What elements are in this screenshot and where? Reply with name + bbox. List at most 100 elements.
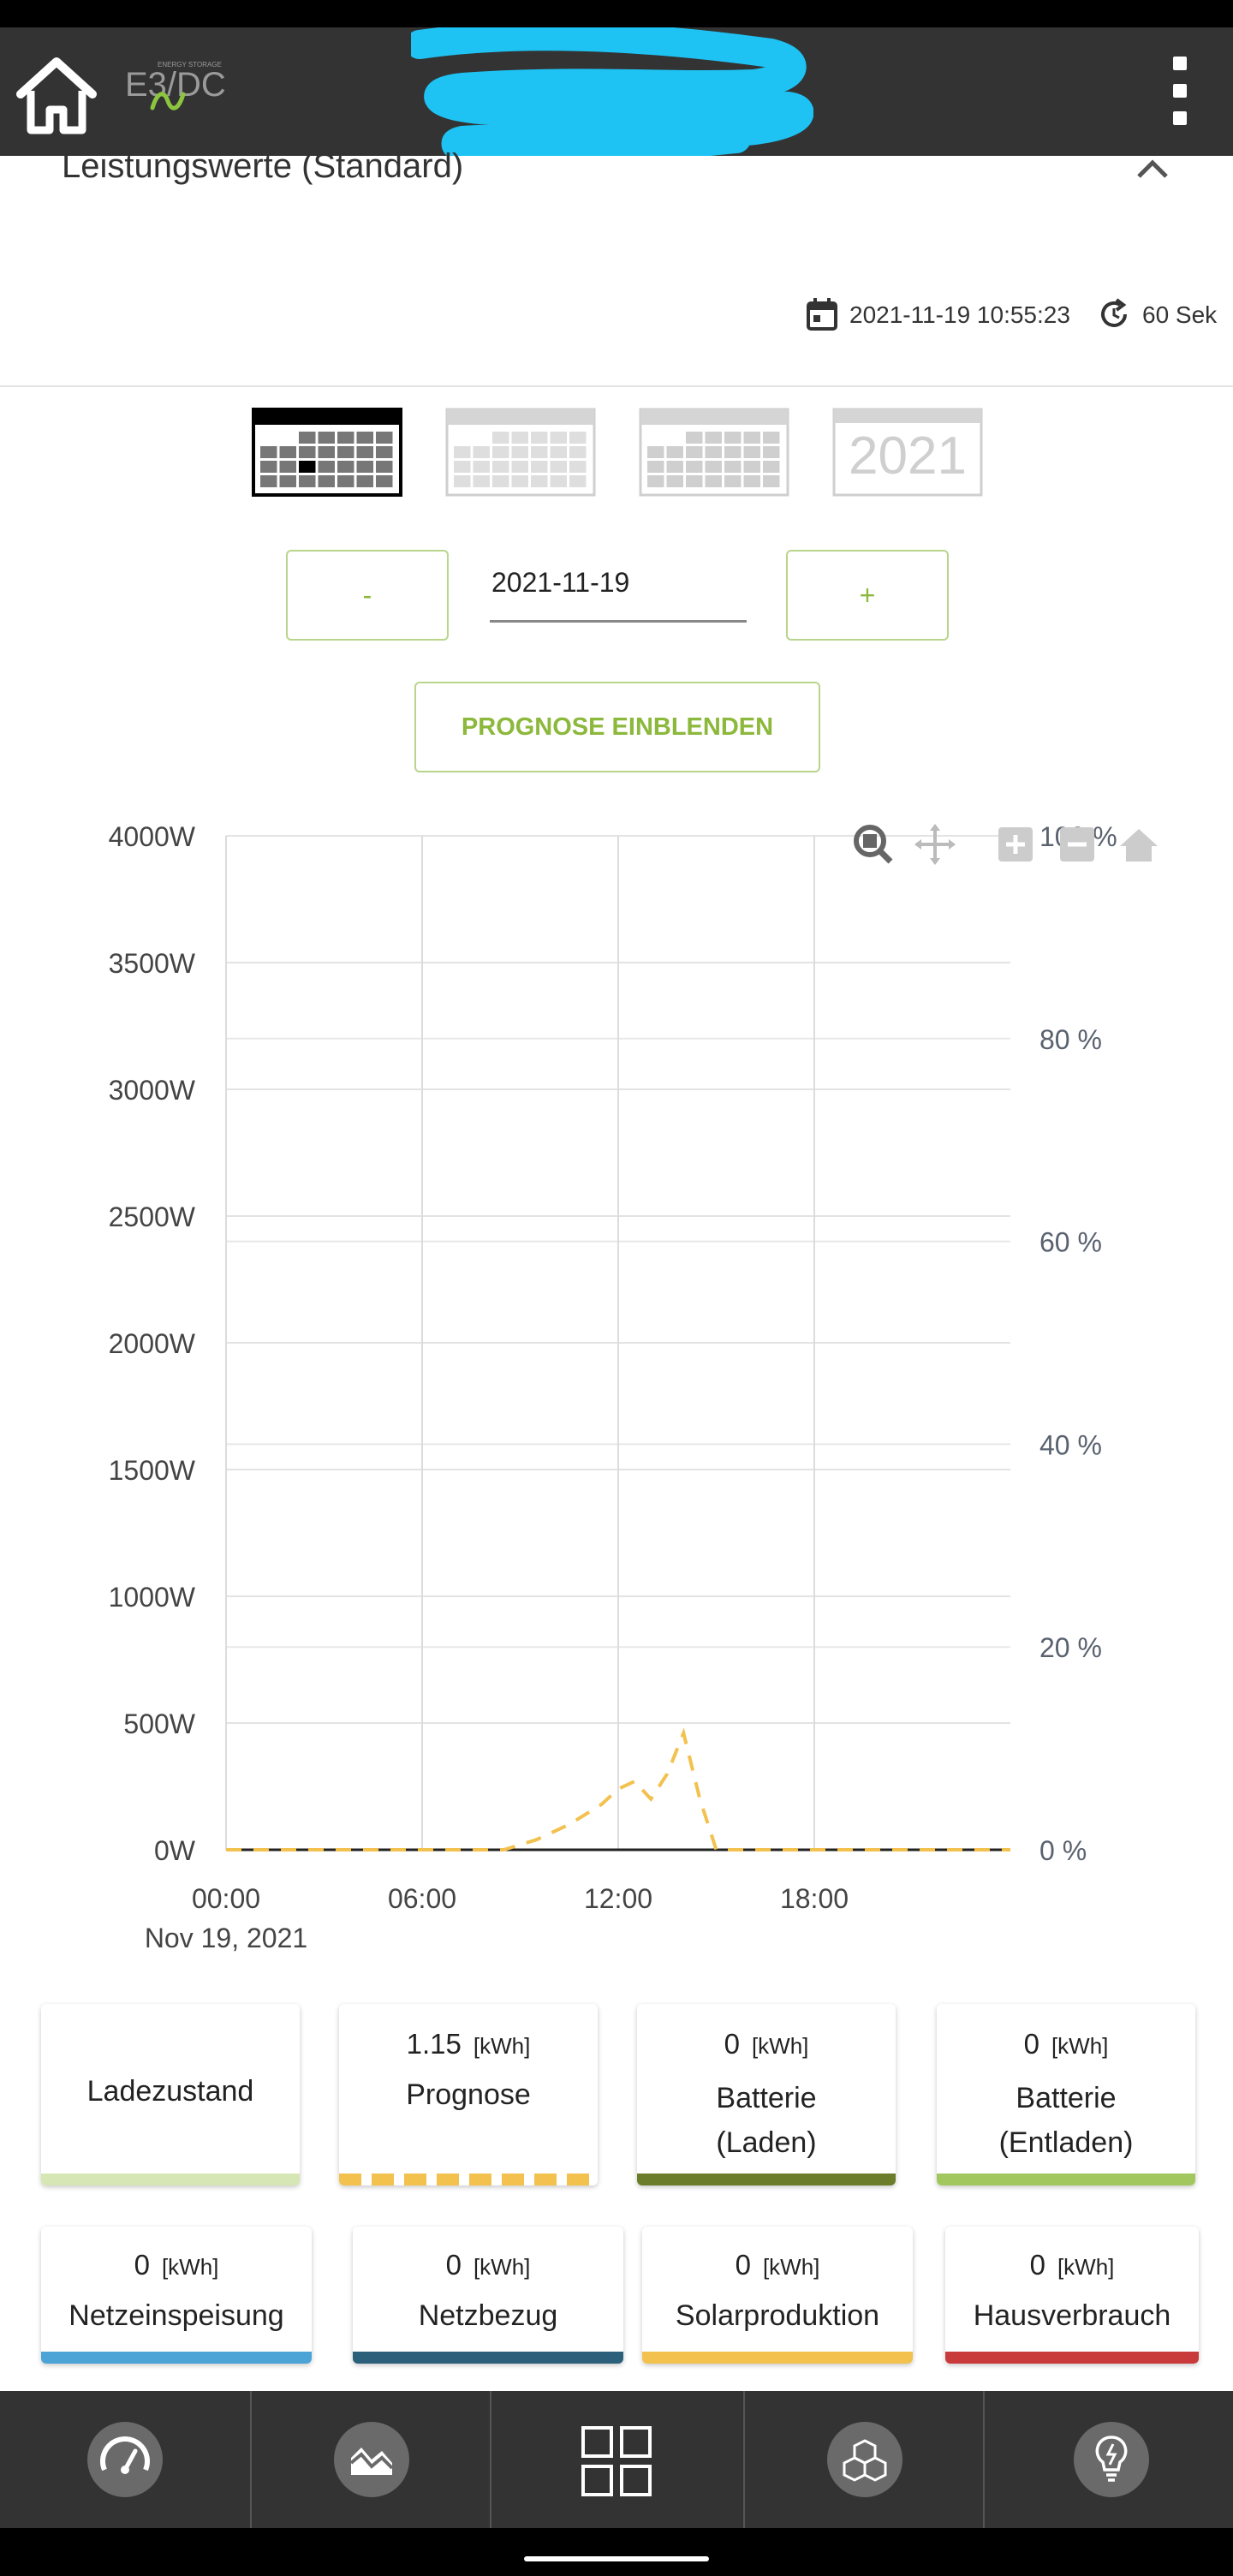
- kpi-label: Batterie (Laden): [716, 2082, 817, 2159]
- kpi-color-bar: [41, 2174, 300, 2185]
- section-title: Leistungswerte (Standard): [62, 147, 464, 185]
- home-gesture-handle[interactable]: [524, 2556, 709, 2561]
- grid-tiles-icon[interactable]: [581, 2425, 652, 2501]
- y-right-tick-label: 40 %: [1039, 1429, 1102, 1460]
- kpi-card[interactable]: Ladezustand: [41, 2004, 300, 2185]
- show-forecast-button[interactable]: PROGNOSE EINBLENDEN: [414, 682, 820, 772]
- y-left-tick-label: 4000W: [109, 821, 196, 852]
- kpi-value: 0 [kWh]: [41, 2249, 312, 2281]
- kpi-value: 0 [kWh]: [353, 2249, 623, 2281]
- gesture-bar: [0, 2528, 1233, 2576]
- kpi-unit: [kWh]: [1051, 2033, 1109, 2059]
- kpi-label: Batterie (Entladen): [998, 2082, 1134, 2159]
- kpi-color-bar: [637, 2174, 896, 2185]
- kpi-card[interactable]: 0 [kWh] Netzeinspeisung: [41, 2227, 312, 2364]
- dashboard-gauge-icon[interactable]: [86, 2420, 164, 2503]
- kpi-label: Netzbezug: [418, 2299, 558, 2332]
- refresh-icon[interactable]: [1096, 296, 1132, 332]
- kpi-color-bar: [937, 2174, 1195, 2185]
- status-bar: [0, 0, 1233, 27]
- nav-separator: [250, 2391, 252, 2528]
- period-week-button[interactable]: [445, 408, 596, 497]
- kpi-value: 0 [kWh]: [642, 2249, 913, 2281]
- reset-home-icon: [1120, 829, 1158, 862]
- kpi-card[interactable]: 0 [kWh] Netzbezug: [353, 2227, 623, 2364]
- kpi-label: Solarproduktion: [675, 2299, 880, 2332]
- kpi-card[interactable]: 0 [kWh] Solarproduktion: [642, 2227, 913, 2364]
- y-right-tick-label: 20 %: [1039, 1632, 1102, 1663]
- kpi-unit: [kWh]: [161, 2254, 219, 2280]
- cubes-icon[interactable]: [825, 2420, 904, 2503]
- kpi-unit: [kWh]: [473, 2033, 531, 2059]
- kpi-unit: [kWh]: [1057, 2254, 1115, 2280]
- kpi-label: Prognose: [406, 2078, 531, 2111]
- kpi-value: 0 [kWh]: [637, 2028, 896, 2060]
- y-left-tick-label: 0W: [154, 1835, 196, 1866]
- x-tick-label: 06:00: [388, 1883, 456, 1914]
- zoom-out-icon: [1060, 827, 1094, 862]
- y-left-tick-label: 3000W: [109, 1075, 196, 1106]
- kpi-label: Ladezustand: [86, 2075, 254, 2108]
- nav-separator: [743, 2391, 745, 2528]
- kpi-color-bar: [339, 2174, 598, 2185]
- chart-area-icon[interactable]: [332, 2420, 411, 2503]
- y-left-tick-label: 500W: [123, 1708, 195, 1739]
- next-date-button[interactable]: +: [786, 550, 949, 641]
- y-right-tick-label: 80 %: [1039, 1024, 1102, 1055]
- period-month-button[interactable]: [639, 408, 789, 497]
- kpi-value: 0 [kWh]: [945, 2249, 1199, 2281]
- calendar-month-icon: [639, 408, 789, 497]
- kpi-number: 0: [1029, 2249, 1045, 2281]
- last-update-timestamp: 2021-11-19 10:55:23: [849, 301, 1070, 328]
- series-line-prognose: [226, 1727, 1010, 1852]
- date-field-value: 2021-11-19: [491, 567, 630, 598]
- period-year-button[interactable]: 2021: [832, 408, 983, 497]
- logo-text: E3/DC: [125, 66, 226, 104]
- kpi-color-bar: [353, 2352, 623, 2364]
- kpi-value: 0 [kWh]: [937, 2028, 1195, 2060]
- kpi-unit: [kWh]: [473, 2254, 531, 2280]
- kpi-number: 0: [445, 2249, 462, 2281]
- refresh-interval: 60 Sek: [1142, 301, 1218, 328]
- chevron-up-icon[interactable]: [1132, 156, 1173, 182]
- e3dc-logo: E3/DC ENERGY STORAGE: [120, 57, 231, 125]
- y-left-tick-label: 2000W: [109, 1328, 196, 1359]
- kpi-card[interactable]: 0 [kWh] Batterie (Laden): [637, 2004, 896, 2185]
- nav-separator: [983, 2391, 985, 2528]
- redacted-user-info: [405, 21, 814, 167]
- kpi-color-bar: [41, 2352, 312, 2364]
- power-chart[interactable]: 4000W 3500W 3000W 2500W 2000W 1500W 1000W 500W 0…: [0, 805, 1233, 1970]
- home-icon: [16, 57, 97, 134]
- previous-date-button[interactable]: -: [286, 550, 449, 641]
- kpi-value: 1.15 [kWh]: [339, 2028, 598, 2060]
- x-tick-label: 18:00: [780, 1883, 849, 1914]
- lightbulb-icon[interactable]: [1072, 2420, 1151, 2503]
- overflow-menu-button[interactable]: [1156, 53, 1204, 130]
- kpi-color-bar: [945, 2352, 1199, 2364]
- y-left-tick-label: 2500W: [109, 1202, 196, 1232]
- x-tick-label: 12:00: [584, 1883, 652, 1914]
- kpi-number: 0: [724, 2028, 740, 2060]
- kpi-card[interactable]: 0 [kWh] Hausverbrauch: [945, 2227, 1199, 2364]
- calendar-day-icon: [252, 408, 402, 497]
- date-field[interactable]: 2021-11-19: [490, 562, 747, 623]
- y-left-tick-label: 3500W: [109, 948, 196, 979]
- year-label: 2021: [849, 426, 967, 486]
- home-button[interactable]: [12, 51, 101, 140]
- x-tick-label: 00:00: [192, 1883, 260, 1914]
- zoom-icon: [854, 825, 893, 864]
- zoom-in-icon: [998, 827, 1033, 862]
- kpi-color-bar: [642, 2352, 913, 2364]
- y-right-tick-label: 0 %: [1039, 1835, 1087, 1866]
- logo-subtext: ENERGY STORAGE: [158, 61, 222, 69]
- kpi-unit: [kWh]: [751, 2033, 809, 2059]
- nav-separator: [490, 2391, 491, 2528]
- kpi-card[interactable]: 0 [kWh] Batterie (Entladen): [937, 2004, 1195, 2185]
- calendar-year-icon: [832, 408, 983, 497]
- calendar-icon: [805, 296, 839, 332]
- kpi-number: 0: [134, 2249, 150, 2281]
- kpi-number: 0: [1023, 2028, 1039, 2060]
- kpi-card[interactable]: 1.15 [kWh] Prognose: [339, 2004, 598, 2185]
- period-day-button[interactable]: [252, 408, 402, 497]
- y-left-tick-label: 1000W: [109, 1582, 196, 1613]
